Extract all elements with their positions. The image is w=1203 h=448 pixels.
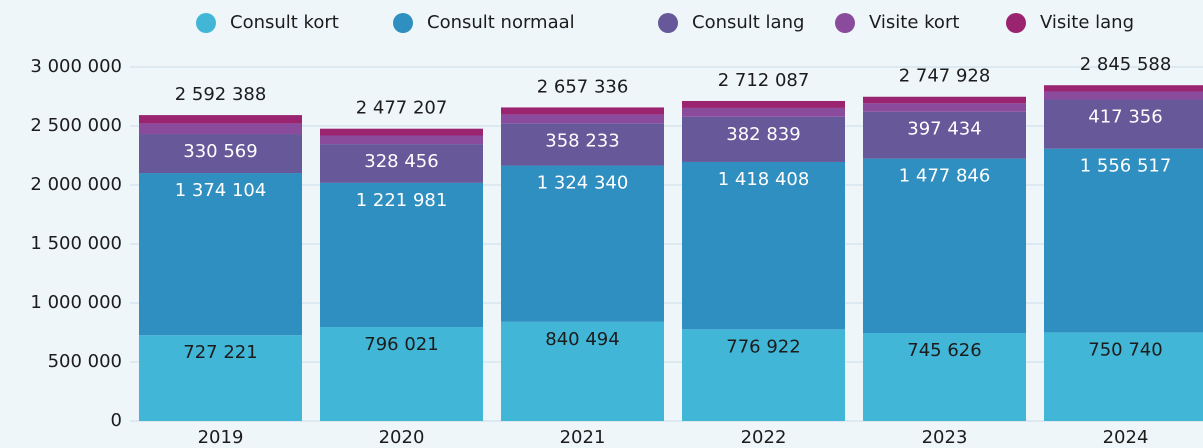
legend-swatch <box>196 13 216 33</box>
bar-segment <box>501 107 664 115</box>
total-label: 2 592 388 <box>175 84 267 105</box>
bar-segment <box>682 329 845 421</box>
bar-segment <box>139 115 302 124</box>
y-tick-label: 2 500 000 <box>30 115 122 136</box>
bar-segment <box>1044 99 1203 149</box>
x-tick-label: 2019 <box>198 427 244 448</box>
x-tick-label: 2020 <box>379 427 425 448</box>
bar-segment <box>320 182 483 328</box>
value-label: 796 021 <box>364 334 438 355</box>
y-tick-label: 500 000 <box>48 351 122 372</box>
legend-label: Visite kort <box>869 12 959 33</box>
value-label: 1 418 408 <box>718 169 810 190</box>
value-label: 745 626 <box>907 340 981 361</box>
bar-segment <box>320 128 483 136</box>
bar-segment <box>139 134 302 174</box>
bar-segment <box>1044 148 1203 333</box>
value-label: 776 922 <box>726 336 800 357</box>
bar-segment <box>1044 91 1203 100</box>
bar-segment <box>1044 85 1203 92</box>
bar-segment <box>863 158 1026 334</box>
value-label: 840 494 <box>545 329 619 350</box>
legend-swatch <box>835 13 855 33</box>
value-label: 358 233 <box>545 130 619 151</box>
total-label: 2 657 336 <box>537 76 629 97</box>
legend-swatch <box>1006 13 1026 33</box>
bar-segment <box>139 335 302 421</box>
x-tick-label: 2021 <box>560 427 606 448</box>
value-label: 328 456 <box>364 151 438 172</box>
bar-segment <box>501 114 664 124</box>
value-label: 1 324 340 <box>537 173 629 194</box>
y-tick-label: 1 000 000 <box>30 292 122 313</box>
value-label: 1 374 104 <box>175 180 267 201</box>
legend-label: Consult lang <box>692 12 804 33</box>
y-tick-label: 0 <box>111 410 122 431</box>
bar-segment <box>320 327 483 421</box>
total-label: 2 845 588 <box>1080 54 1172 75</box>
value-label: 750 740 <box>1088 339 1162 360</box>
value-label: 1 221 981 <box>356 190 448 211</box>
x-tick-label: 2022 <box>741 427 787 448</box>
bar-segment <box>863 96 1026 104</box>
bar-segment <box>501 165 664 322</box>
x-tick-label: 2023 <box>922 427 968 448</box>
bar-segment <box>501 321 664 421</box>
bar-segment <box>682 107 845 117</box>
bar-segment <box>863 103 1026 112</box>
total-label: 2 712 087 <box>718 70 810 91</box>
y-tick-label: 2 000 000 <box>30 174 122 195</box>
total-label: 2 477 207 <box>356 98 448 119</box>
total-label: 2 747 928 <box>899 66 991 87</box>
value-label: 727 221 <box>183 342 257 363</box>
value-label: 417 356 <box>1088 106 1162 127</box>
bar-segment <box>1044 332 1203 421</box>
legend-label: Consult normaal <box>427 12 575 33</box>
value-label: 330 569 <box>183 141 257 162</box>
legend-swatch <box>393 13 413 33</box>
legend-label: Consult kort <box>230 12 339 33</box>
bar-segment <box>139 173 302 336</box>
bar-segment <box>863 333 1026 421</box>
bar-segment <box>682 100 845 108</box>
bar-segment <box>863 111 1026 159</box>
y-tick-label: 1 500 000 <box>30 233 122 254</box>
y-tick-label: 3 000 000 <box>30 56 122 77</box>
legend-swatch <box>658 13 678 33</box>
bar-segment <box>320 135 483 145</box>
legend-label: Visite lang <box>1040 12 1134 33</box>
value-label: 1 477 846 <box>899 166 991 187</box>
value-label: 382 839 <box>726 124 800 145</box>
bar-segment <box>501 123 664 166</box>
x-tick-label: 2024 <box>1103 427 1149 448</box>
bar-segment <box>320 144 483 183</box>
bar-segment <box>139 123 302 135</box>
value-label: 1 556 517 <box>1080 156 1172 177</box>
bar-segment <box>682 116 845 162</box>
value-label: 397 434 <box>907 119 981 140</box>
bar-segment <box>682 161 845 330</box>
